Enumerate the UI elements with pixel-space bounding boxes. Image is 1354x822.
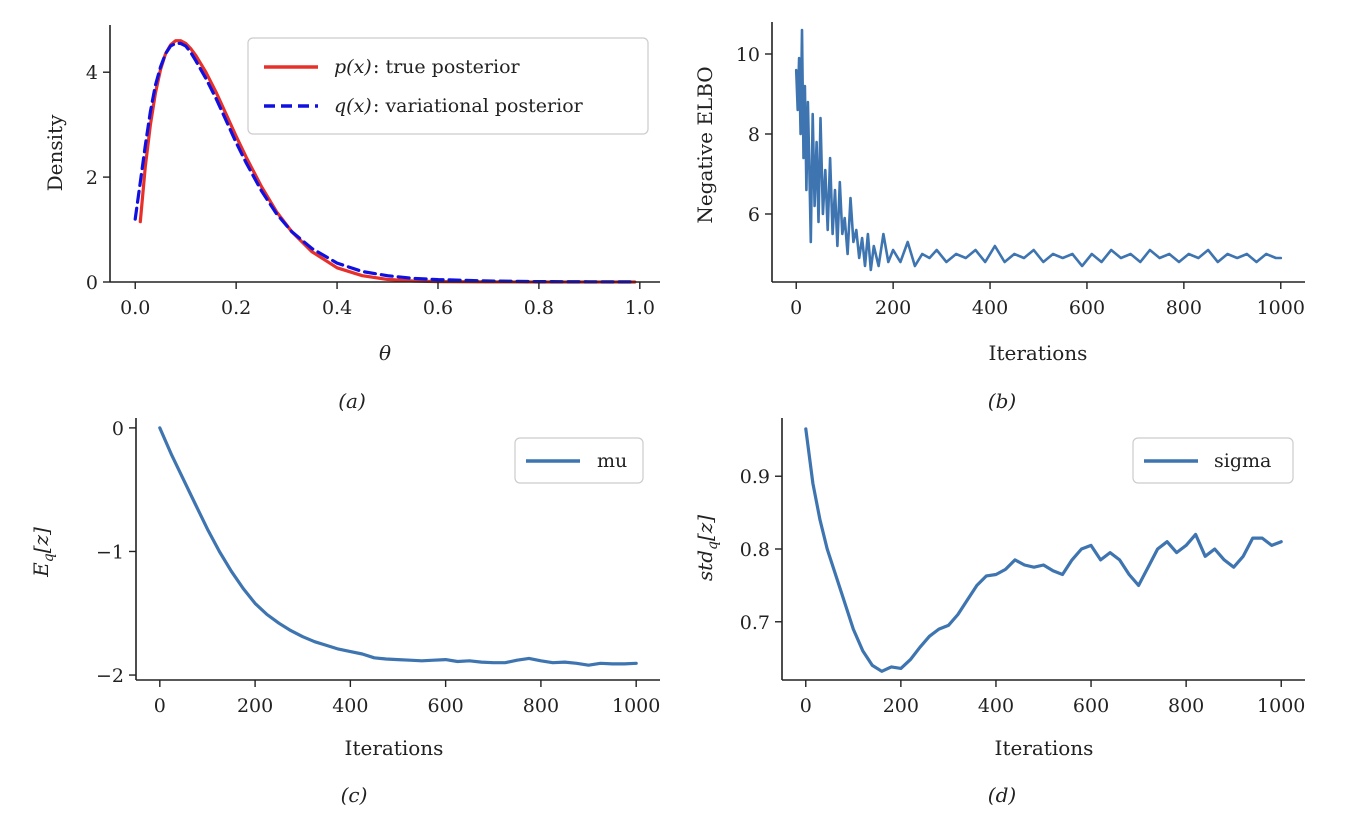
panel-a-ytick-label: 0	[86, 272, 98, 294]
panel-d-series-layer	[804, 427, 1283, 673]
panel-c-yticks: 0 −1 −2	[96, 418, 136, 687]
panel-b-xticks: 0 200 400 600 800 1000	[790, 282, 1305, 319]
panel-c-xtick-label: 400	[332, 695, 368, 717]
panel-a-series-1-line	[133, 41, 637, 284]
panel-b-series-0-line	[794, 28, 1283, 272]
panel-b-yticks: 6 8 10	[736, 44, 772, 226]
panel-a-ylabel: Density	[43, 114, 67, 191]
panel-b-xtick-label: 400	[972, 297, 1008, 319]
panel-c-series-layer	[158, 426, 638, 667]
panel-c-xtick-label: 800	[523, 695, 559, 717]
panel-d-caption: (d)	[988, 783, 1016, 807]
panel-c-legend: mu	[514, 437, 644, 484]
panel-a-legend-math-q: q(x)	[334, 95, 372, 117]
panel-b-xtick-label: 600	[1069, 297, 1105, 319]
panel-c: 0 200 400 600 800 1000 0 −1 −2 Iterations Eq[z]…	[29, 418, 660, 807]
panel-d-xtick-label: 400	[978, 695, 1014, 717]
panel-d-xtick-label: 600	[1073, 695, 1109, 717]
panel-c-ylabel: Eq[z]	[29, 527, 57, 578]
panel-b-xtick-label: 800	[1166, 297, 1202, 319]
panel-c-ytick-label: −1	[96, 541, 124, 563]
panel-a-xtick-label: 0.8	[524, 297, 554, 319]
panel-c-xtick-label: 0	[154, 695, 166, 717]
panel-a-legend-math-p: p(x)	[334, 56, 372, 78]
panel-a-legend-text-q: : variational posterior	[373, 95, 584, 117]
panel-b-ylabel: Negative ELBO	[693, 66, 717, 223]
panel-b-xlabel: Iterations	[989, 341, 1088, 365]
panel-c-xtick-label: 200	[237, 695, 273, 717]
panel-d-yticks: 0.7 0.8 0.9	[740, 466, 782, 634]
panel-b-series-layer	[794, 28, 1283, 272]
panel-c-caption: (c)	[341, 783, 368, 807]
panel-c-xlabel: Iterations	[345, 736, 444, 760]
panel-b-xtick-label: 1000	[1257, 297, 1305, 319]
panel-d-xtick-label: 0	[800, 695, 812, 717]
panel-a-legend: p(x) : true posterior q(x) : variational…	[247, 37, 649, 135]
panel-c-ytick-label: −2	[96, 665, 124, 687]
panel-d-xlabel: Iterations	[995, 736, 1094, 760]
panel-b-ytick-label: 6	[748, 204, 760, 226]
panel-a-legend-text-p: : true posterior	[373, 56, 521, 78]
panel-a-legend-box	[247, 37, 649, 135]
panel-b-ytick-label: 8	[748, 124, 760, 146]
panel-a-caption: (a)	[338, 389, 366, 413]
panel-a-yticks: 0 2 4	[86, 62, 110, 294]
panel-d-ylabel: stdq[z]	[693, 515, 721, 581]
panel-c-series-0-line	[158, 426, 638, 667]
panel-a-ytick-label: 2	[86, 167, 98, 189]
panel-c-legend-text: mu	[597, 450, 627, 472]
panel-b-xtick-label: 200	[875, 297, 911, 319]
panel-a-xtick-label: 0.4	[322, 297, 352, 319]
panel-c-xtick-label: 600	[428, 695, 464, 717]
panel-a-xtick-label: 0.0	[120, 297, 150, 319]
panel-d-legend: sigma	[1132, 437, 1294, 484]
panel-a-series-layer	[133, 39, 637, 284]
panel-a-series-0-line	[138, 39, 637, 284]
panel-d-xtick-label: 1000	[1257, 695, 1305, 717]
panel-a: 0.0 0.2 0.4 0.6 0.8 1.0 0 2 4 θ Density (a) p(x…	[43, 25, 660, 413]
panel-d-ytick-label: 0.7	[740, 612, 770, 634]
panel-a-xlabel: θ	[379, 341, 391, 365]
panel-a-ytick-label: 4	[86, 62, 98, 84]
panel-a-xtick-label: 0.2	[221, 297, 251, 319]
panel-d-xticks: 0 200 400 600 800 1000	[800, 680, 1305, 717]
panel-c-xtick-label: 1000	[612, 695, 660, 717]
panel-d-series-0-line	[804, 427, 1283, 673]
panel-d-legend-text: sigma	[1214, 450, 1271, 472]
panel-b: 0 200 400 600 800 1000 6 8 10 Iterations Negati…	[693, 22, 1305, 413]
panel-d-xtick-label: 200	[883, 695, 919, 717]
panel-d-ytick-label: 0.9	[740, 466, 770, 488]
panel-c-ytick-label: 0	[112, 418, 124, 440]
panel-d-ytick-label: 0.8	[740, 539, 770, 561]
panel-b-caption: (b)	[988, 389, 1016, 413]
panel-d-legend-box	[1132, 437, 1294, 484]
panel-b-ytick-label: 10	[736, 44, 760, 66]
panel-c-xticks: 0 200 400 600 800 1000	[154, 680, 660, 717]
panel-b-xtick-label: 0	[790, 297, 802, 319]
panel-d-xtick-label: 800	[1168, 695, 1204, 717]
panel-a-xticks: 0.0 0.2 0.4 0.6 0.8 1.0	[120, 282, 655, 319]
panel-a-xtick-label: 1.0	[625, 297, 655, 319]
panel-a-xtick-label: 0.6	[423, 297, 453, 319]
panel-d: 0 200 400 600 800 1000 0.7 0.8 0.9 Iterations s…	[693, 418, 1305, 807]
